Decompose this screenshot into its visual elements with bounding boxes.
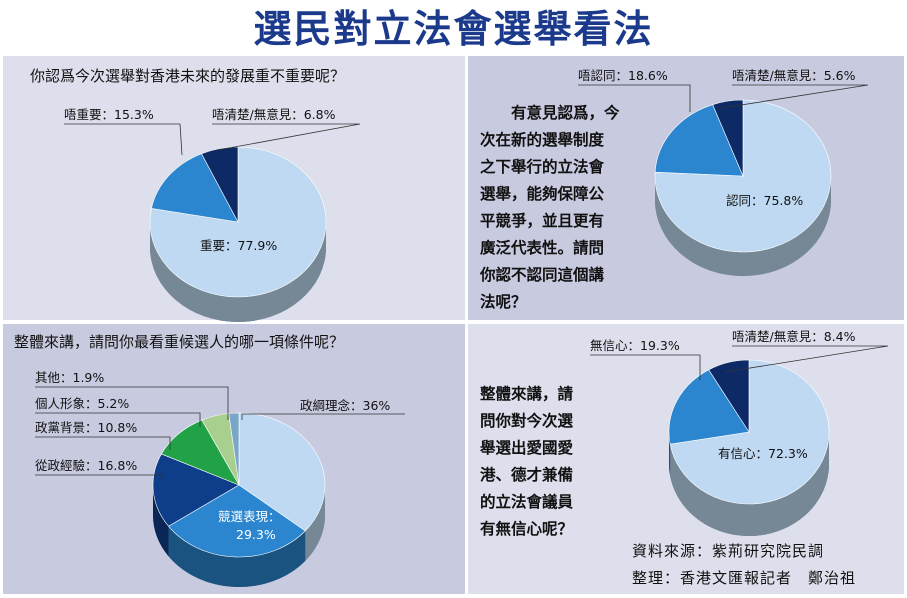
question-line: 廣泛代表性。請問 — [480, 239, 605, 257]
question-importance: 你認爲今次選舉對香港未來的發展重不重要呢？ — [30, 67, 346, 85]
slice-label: 唔清楚/無意見：5.6% — [732, 68, 856, 83]
leader-line — [35, 386, 229, 420]
pie-slice-side — [150, 222, 326, 322]
slice-label: 從政經驗：16.8% — [35, 458, 137, 473]
question-line: 有意見認爲，今 — [511, 104, 620, 122]
slice-label: 其他：1.9% — [35, 370, 104, 385]
slice-label: 唔清楚/無意見：8.4% — [732, 329, 856, 344]
question-line: 問你對今次選 — [480, 412, 574, 430]
slice-label: 政綱理念：36% — [300, 398, 390, 413]
leader-line — [64, 123, 183, 156]
leader-line — [241, 413, 405, 420]
question-line: 舉選出愛國愛 — [480, 439, 574, 457]
pie-slice — [201, 146, 239, 223]
pie-slice — [669, 359, 830, 505]
question-line: 法呢？ — [480, 293, 527, 311]
pie-slice-side — [153, 485, 169, 557]
leader-line — [35, 436, 171, 450]
pie-slice-side — [305, 485, 325, 561]
slice-label: 無信心：19.3% — [590, 338, 680, 353]
pie-slice-side — [168, 526, 306, 587]
question-line: 整體來講，請 — [480, 385, 574, 403]
pie-slice-side — [670, 432, 829, 536]
question-line: 之下舉行的立法會 — [480, 158, 605, 176]
pie-slice — [668, 369, 750, 445]
slice-label: 有信心：72.3% — [718, 446, 808, 461]
slice-label-value: 29.3% — [236, 527, 276, 542]
slice-label: 競選表現： — [218, 509, 281, 524]
pie-slice — [228, 412, 240, 486]
leader-line — [35, 474, 163, 480]
slice-label: 政黨背景：10.8% — [35, 420, 137, 435]
slice-label: 唔認同：18.6% — [578, 68, 668, 83]
slice-label: 個人形象：5.2% — [35, 396, 129, 411]
question-line: 次在新的選舉制度 — [480, 131, 605, 149]
pie-slice — [238, 412, 326, 532]
pie-slice — [151, 153, 239, 223]
leader-line — [212, 123, 361, 151]
pie-slice-side — [655, 176, 831, 276]
slice-label: 唔清楚/無意見：6.8% — [212, 107, 336, 122]
pie-slice — [152, 453, 240, 527]
question-line: 港、德才兼備 — [480, 466, 574, 484]
leader-line — [721, 84, 869, 109]
pie-slice — [712, 99, 744, 177]
question-candidate-criteria: 整體來講，請問你最看重候選人的哪一項條件呢？ — [14, 333, 345, 351]
question-line: 選舉，能夠保障公 — [480, 185, 605, 203]
leader-line — [590, 354, 701, 380]
question-confidence: 整體來講，請 問你對今次選 舉選出愛國愛 港、德才兼備 的立法會議員 有無信心呢… — [480, 381, 573, 543]
leader-line — [724, 345, 889, 373]
question-fair-competition: 有意見認爲，今 次在新的選舉制度 之下舉行的立法會 選舉，能夠保障公 平競爭，並… — [480, 100, 620, 316]
question-line: 有無信心呢？ — [480, 520, 574, 538]
pie-slice — [708, 359, 750, 434]
question-line: 的立法會議員 — [480, 493, 574, 511]
pie-slice — [168, 484, 306, 558]
question-line: 平競爭，並且更有 — [480, 212, 605, 230]
source-credit: 資料來源：紫荊研究院民調 — [632, 542, 825, 560]
slice-label: 重要：77.9% — [200, 238, 277, 253]
pie-slice — [654, 104, 744, 177]
slice-label: 唔重要：15.3% — [64, 107, 154, 122]
leader-line — [35, 412, 201, 427]
author-credit: 整理：香港文匯報記者 鄭治祖 — [632, 569, 857, 587]
slice-label: 認同：75.8% — [726, 193, 803, 208]
question-line: 你認不認同這個講 — [480, 266, 605, 284]
page-title: 選民對立法會選舉看法 — [253, 6, 654, 51]
leader-line — [578, 84, 691, 112]
